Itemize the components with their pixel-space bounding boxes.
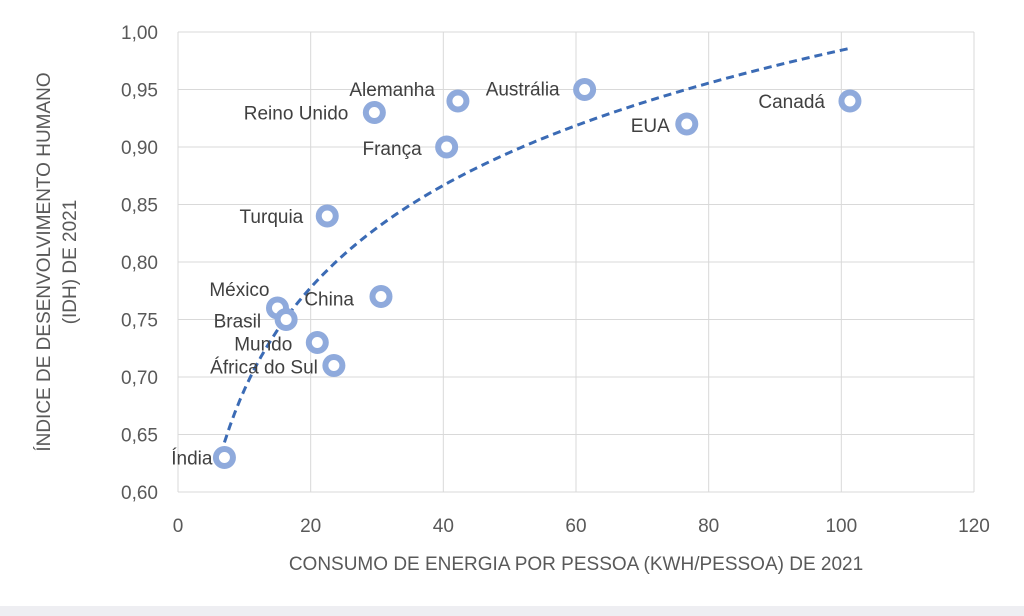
point-label: Alemanha <box>349 80 435 101</box>
bottom-band <box>0 606 1024 616</box>
y-tick-label: 1,00 <box>121 23 158 44</box>
point-label: Canadá <box>758 92 825 113</box>
data-point <box>322 354 346 377</box>
x-tick-label: 40 <box>433 516 454 537</box>
x-tick-label: 100 <box>825 516 857 537</box>
data-point <box>274 308 298 331</box>
data-point <box>675 112 699 136</box>
data-point <box>212 446 236 469</box>
y-axis-title-line-2: (IDH) DE 2021 <box>60 200 81 325</box>
data-point <box>573 78 597 101</box>
x-tick-label: 60 <box>565 516 586 537</box>
y-axis-title-line-1: ÍNDICE DE DESENVOLVIMENTO HUMANO <box>34 72 55 451</box>
point-label: África do Sul <box>210 358 318 379</box>
point-label: EUA <box>631 116 670 137</box>
point-label: Índia <box>171 449 213 470</box>
point-label: Austrália <box>486 80 560 101</box>
x-tick-label: 20 <box>300 516 321 537</box>
grid-lines <box>177 31 975 493</box>
point-label: Brasil <box>214 312 262 333</box>
x-tick-label: 80 <box>698 516 719 537</box>
point-label: México <box>209 280 269 301</box>
data-point <box>362 101 386 124</box>
data-point <box>446 89 470 113</box>
data-point <box>305 331 329 354</box>
y-tick-label: 0,85 <box>121 196 158 217</box>
point-label: Mundo <box>234 335 292 356</box>
x-axis-title: CONSUMO DE ENERGIA POR PESSOA (KWH/PESSO… <box>289 554 863 575</box>
y-tick-label: 0,80 <box>121 253 158 274</box>
data-point <box>369 285 393 308</box>
y-tick-label: 0,95 <box>121 81 158 102</box>
y-axis-title: ÍNDICE DE DESENVOLVIMENTO HUMANO (IDH) D… <box>34 72 81 451</box>
x-tick-label: 0 <box>173 516 184 537</box>
y-tick-label: 0,90 <box>121 138 158 159</box>
y-tick-label: 0,65 <box>121 426 158 447</box>
point-label: França <box>363 139 423 160</box>
tick-labels: 0,60 0,65 0,70 0,75 0,80 0,85 0,90 0,95 1,00 0 20 4… <box>121 23 990 537</box>
y-tick-label: 0,70 <box>121 368 158 389</box>
point-label: Turquia <box>240 207 304 228</box>
data-point <box>435 135 459 159</box>
x-tick-label: 120 <box>958 516 990 537</box>
point-label: Reino Unido <box>244 104 349 125</box>
point-label: China <box>304 290 354 311</box>
data-point <box>838 89 862 113</box>
data-point <box>315 204 339 228</box>
y-tick-label: 0,75 <box>121 311 158 332</box>
data-points <box>212 78 862 469</box>
y-tick-label: 0,60 <box>121 483 158 504</box>
